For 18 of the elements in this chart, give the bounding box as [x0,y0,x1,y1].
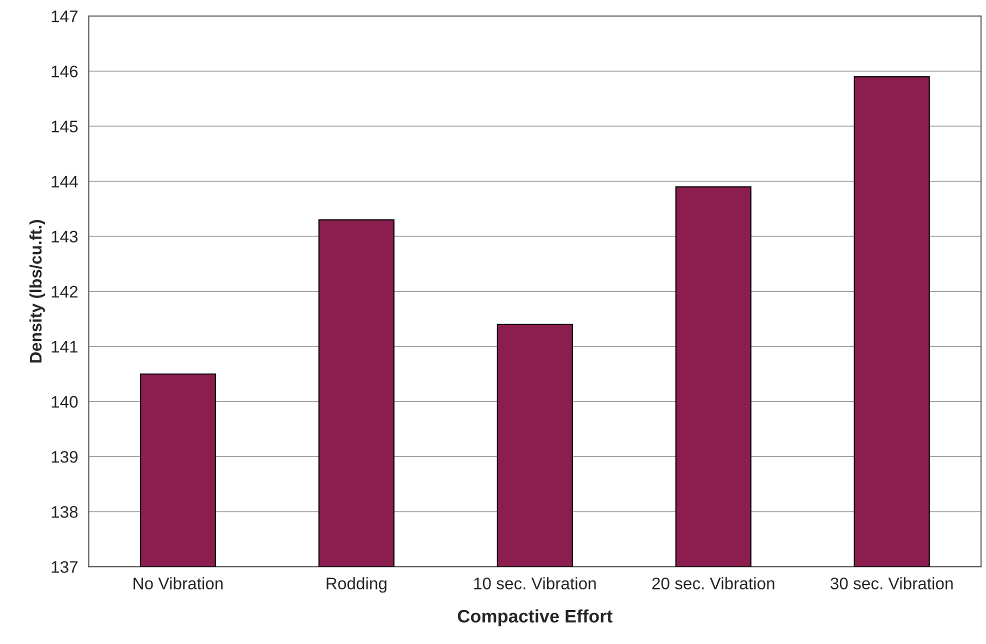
x-tick-label: 30 sec. Vibration [830,577,953,590]
y-tick-label: 141 [52,341,78,353]
x-tick-label: No Vibration [134,577,223,590]
y-tick-label: 143 [52,230,78,243]
x-axis-title: Compactive Effort [458,609,612,626]
x-tick-label: Rodding [326,577,386,593]
y-tick-label: 144 [52,176,78,188]
y-tick-label: 142 [52,286,78,298]
y-tick-label: 146 [52,66,78,78]
y-tick-label: 138 [52,506,78,518]
x-tick-label: 10 sec. Vibration [474,577,596,590]
y-tick-label: 145 [52,120,78,132]
y-tick-label: 139 [52,450,78,463]
y-tick-label: 137 [52,561,78,573]
y-tick-label: 140 [52,396,78,408]
x-tick-label: 20 sec. Vibration [652,577,774,590]
y-axis-title: Density (lbs/cu.ft.) [29,220,45,363]
y-tick-label: 147 [52,10,78,22]
